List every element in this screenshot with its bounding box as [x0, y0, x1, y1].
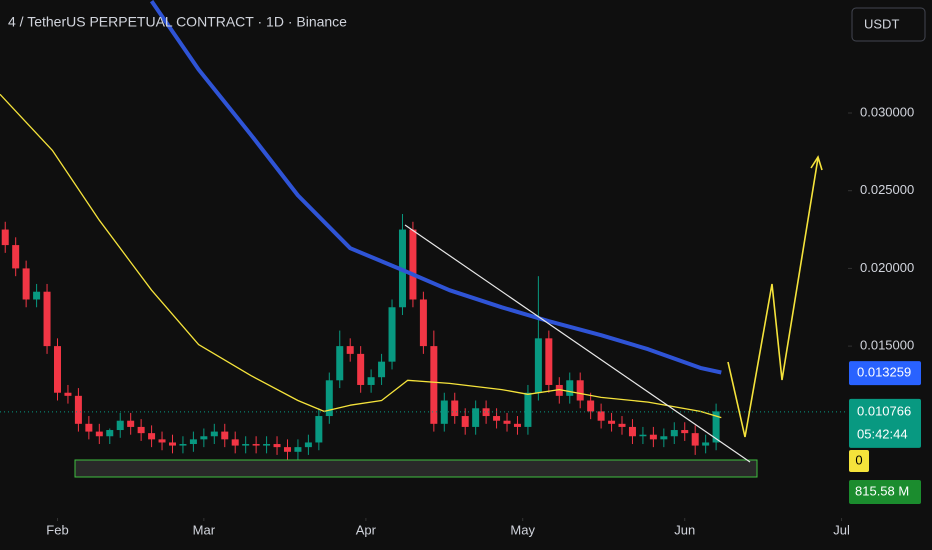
y-tick-label: 0.020000 — [860, 260, 914, 275]
candle-body — [357, 353, 365, 385]
candle-body — [670, 430, 678, 437]
volume-box — [849, 480, 921, 504]
candle-body — [179, 444, 187, 446]
candle-body — [461, 416, 469, 427]
candle-body — [346, 346, 354, 354]
candle-body — [95, 431, 103, 437]
support-zone — [74, 459, 758, 478]
candle-body — [545, 338, 553, 385]
candle-body — [263, 444, 271, 446]
candle-body — [513, 423, 521, 427]
candle-body — [367, 377, 375, 385]
candle-body — [472, 408, 480, 427]
candle-body — [388, 307, 396, 362]
candle-body — [158, 439, 166, 443]
currency-label[interactable]: USDT — [864, 16, 899, 31]
candle-body — [691, 433, 699, 446]
moving-average — [149, 0, 722, 375]
candle-body — [608, 420, 616, 424]
candle-body — [12, 245, 20, 269]
x-tick-label: Jul — [833, 522, 850, 537]
candle-body — [503, 420, 511, 424]
y-tick-label: 0.030000 — [860, 104, 914, 119]
candle-body — [127, 420, 135, 427]
candle-body — [210, 431, 218, 437]
candle-body — [85, 423, 93, 432]
price-box — [849, 398, 921, 448]
candle-body — [628, 426, 636, 437]
x-tick-label: Jun — [674, 522, 695, 537]
candle-body — [524, 392, 532, 427]
candle-body — [482, 408, 490, 417]
candle-body — [53, 346, 61, 393]
candle-body — [451, 400, 459, 417]
candle-body — [534, 338, 542, 393]
candle-body — [555, 384, 563, 396]
candle-body — [43, 291, 51, 347]
indicator-label: 0 — [855, 452, 862, 467]
candle-body — [148, 433, 156, 440]
x-tick-label: May — [510, 522, 535, 537]
projection-arrow — [810, 155, 823, 171]
candle-body — [116, 420, 124, 431]
candle-body — [273, 444, 281, 448]
y-tick-label: 0.015000 — [860, 338, 914, 353]
candle-body — [1, 229, 9, 246]
candle-body — [493, 416, 501, 421]
price-label: 0.010766 — [857, 403, 911, 418]
candle-body — [649, 434, 657, 440]
candle-body — [106, 430, 114, 437]
candle-body — [242, 444, 250, 446]
candle-body — [576, 380, 584, 401]
candle-body — [200, 436, 208, 440]
chart-title: 4 / TetherUS PERPETUAL CONTRACT · 1D · B… — [8, 14, 347, 30]
candle-body — [566, 380, 574, 396]
candle-body — [409, 229, 417, 300]
candle-body — [712, 411, 720, 443]
candle-body — [283, 447, 291, 452]
x-tick-label: Feb — [46, 522, 68, 537]
candle-body — [587, 400, 595, 412]
indicator-box — [849, 450, 869, 472]
x-tick-label: Apr — [356, 522, 377, 537]
candle-body — [304, 442, 312, 448]
y-tick-label: 0.025000 — [860, 182, 914, 197]
volume-label: 815.58 M — [855, 483, 909, 498]
countdown: 05:42:44 — [857, 426, 908, 441]
candle-body — [681, 430, 689, 434]
moving-average — [0, 93, 722, 419]
candle-body — [639, 434, 647, 437]
candle-body — [325, 380, 333, 417]
projection-path — [727, 157, 819, 438]
candle-body — [231, 439, 239, 446]
candle-body — [33, 291, 41, 300]
candle-body — [430, 346, 438, 424]
candle-body — [189, 439, 197, 445]
trend-line — [404, 224, 751, 463]
candle-body — [64, 392, 72, 396]
candle-body — [660, 436, 668, 440]
candle-body — [618, 423, 626, 427]
candle-body — [22, 268, 30, 300]
currency-button[interactable] — [851, 7, 926, 42]
candle-body — [221, 431, 229, 440]
candle-body — [336, 346, 344, 381]
candle-body — [294, 447, 302, 452]
candle-body — [168, 442, 176, 446]
candle-body — [419, 299, 427, 347]
candle-body — [252, 444, 260, 446]
price-box — [849, 361, 921, 386]
candle-body — [378, 361, 386, 378]
candle-body — [74, 395, 82, 424]
candle-body — [315, 416, 323, 443]
plot-area — [0, 0, 852, 521]
candle-body — [137, 426, 145, 434]
candle-body — [702, 442, 710, 446]
x-tick-label: Mar — [193, 522, 216, 537]
candle-body — [597, 411, 605, 421]
price-label: 0.013259 — [857, 365, 911, 380]
